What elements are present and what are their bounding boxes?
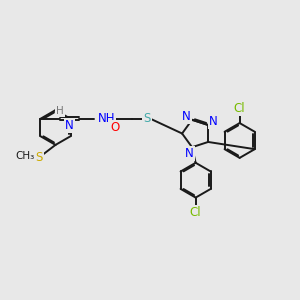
Text: N: N: [209, 115, 218, 128]
Text: O: O: [111, 121, 120, 134]
Text: Cl: Cl: [190, 206, 202, 219]
Text: N: N: [65, 119, 74, 132]
Text: N: N: [185, 147, 194, 160]
Text: S: S: [143, 112, 151, 125]
Text: S: S: [35, 151, 43, 164]
Text: CH₃: CH₃: [15, 151, 34, 161]
Text: N: N: [182, 110, 191, 123]
Text: Cl: Cl: [234, 102, 245, 115]
Text: H: H: [56, 106, 64, 116]
Text: NH: NH: [98, 112, 115, 125]
